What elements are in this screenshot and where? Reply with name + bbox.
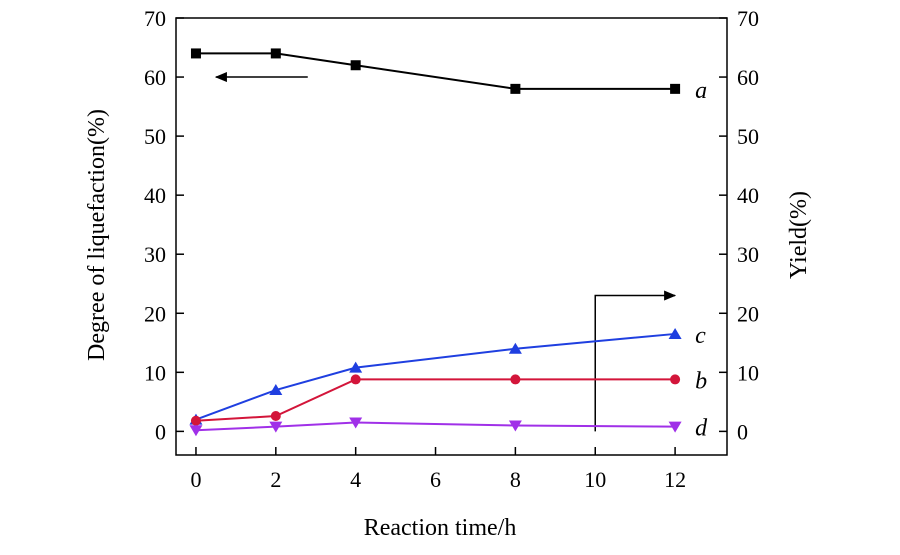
series-label-a: a bbox=[695, 78, 707, 104]
data-point-c-3 bbox=[508, 342, 522, 354]
arrow-to-right-axis bbox=[594, 290, 677, 432]
x-tick-label-5: 10 bbox=[584, 467, 606, 492]
x-tick-label-6: 12 bbox=[664, 467, 686, 492]
y-tick-label-left-3: 30 bbox=[144, 242, 166, 267]
y-tick-label-right-7: 70 bbox=[737, 6, 759, 31]
x-axis-ticks: 0 2 4 6 8 10 12 bbox=[190, 447, 686, 492]
plot-border bbox=[175, 17, 728, 456]
y-tick-label-right-3: 30 bbox=[737, 242, 759, 267]
series-line-d bbox=[195, 421, 676, 432]
series-labels: a cbd bbox=[695, 78, 708, 442]
data-point-b-0 bbox=[190, 415, 201, 426]
series-line-a bbox=[195, 52, 676, 90]
series-line-c bbox=[195, 332, 676, 421]
y-tick-label-right-1: 10 bbox=[737, 360, 759, 385]
y-axis-title-right: Yield(%) bbox=[786, 191, 812, 279]
data-point-a-2 bbox=[350, 60, 361, 71]
data-point-d-3 bbox=[508, 420, 522, 432]
right-axis-ticks: 0 10 20 30 40 50 60 70 bbox=[719, 6, 759, 444]
y-tick-label-left-6: 60 bbox=[144, 65, 166, 90]
y-tick-label-right-2: 20 bbox=[737, 301, 759, 326]
left-axis-ticks: 0 10 20 30 40 50 60 70 bbox=[144, 6, 184, 444]
y-tick-label-right-6: 60 bbox=[737, 65, 759, 90]
x-tick-label-1: 2 bbox=[270, 467, 281, 492]
data-point-c-2 bbox=[349, 361, 363, 373]
data-point-d-1 bbox=[269, 421, 283, 433]
data-point-b-2 bbox=[350, 374, 361, 385]
series-label-d: d bbox=[695, 416, 708, 442]
x-tick-label-2: 4 bbox=[350, 467, 361, 492]
y-tick-label-right-0: 0 bbox=[737, 419, 748, 444]
x-tick-label-0: 0 bbox=[190, 467, 201, 492]
data-point-a-0 bbox=[190, 48, 201, 59]
data-point-b-4 bbox=[670, 374, 681, 385]
y-tick-label-right-5: 50 bbox=[737, 124, 759, 149]
plot-frame bbox=[175, 17, 728, 456]
y-tick-label-left-0: 0 bbox=[155, 419, 166, 444]
data-point-c-1 bbox=[269, 384, 283, 396]
x-tick-label-4: 8 bbox=[510, 467, 521, 492]
data-point-b-1 bbox=[270, 411, 281, 422]
data-point-a-4 bbox=[670, 83, 681, 94]
series-label-b: b bbox=[695, 368, 707, 394]
y-axis-title-left: Degree of liquefaction(%) bbox=[84, 109, 110, 361]
series-group bbox=[189, 48, 682, 437]
y-tick-label-left-5: 50 bbox=[144, 124, 166, 149]
annotations bbox=[214, 72, 677, 432]
y-tick-label-left-4: 40 bbox=[144, 183, 166, 208]
y-tick-label-left-2: 20 bbox=[144, 301, 166, 326]
x-tick-label-3: 6 bbox=[430, 467, 441, 492]
y-tick-label-left-7: 70 bbox=[144, 6, 166, 31]
x-axis-title: Reaction time/h bbox=[364, 515, 517, 541]
series-line-b bbox=[195, 378, 676, 422]
data-point-a-3 bbox=[510, 83, 521, 94]
y-tick-label-left-1: 10 bbox=[144, 360, 166, 385]
data-point-d-4 bbox=[668, 421, 682, 433]
data-point-d-2 bbox=[349, 417, 363, 429]
data-point-b-3 bbox=[510, 374, 521, 385]
series-label-c: c bbox=[695, 323, 706, 349]
data-point-c-4 bbox=[668, 327, 682, 339]
y-tick-label-right-4: 40 bbox=[737, 183, 759, 208]
data-point-d-0 bbox=[189, 425, 203, 437]
data-point-a-1 bbox=[270, 48, 281, 59]
